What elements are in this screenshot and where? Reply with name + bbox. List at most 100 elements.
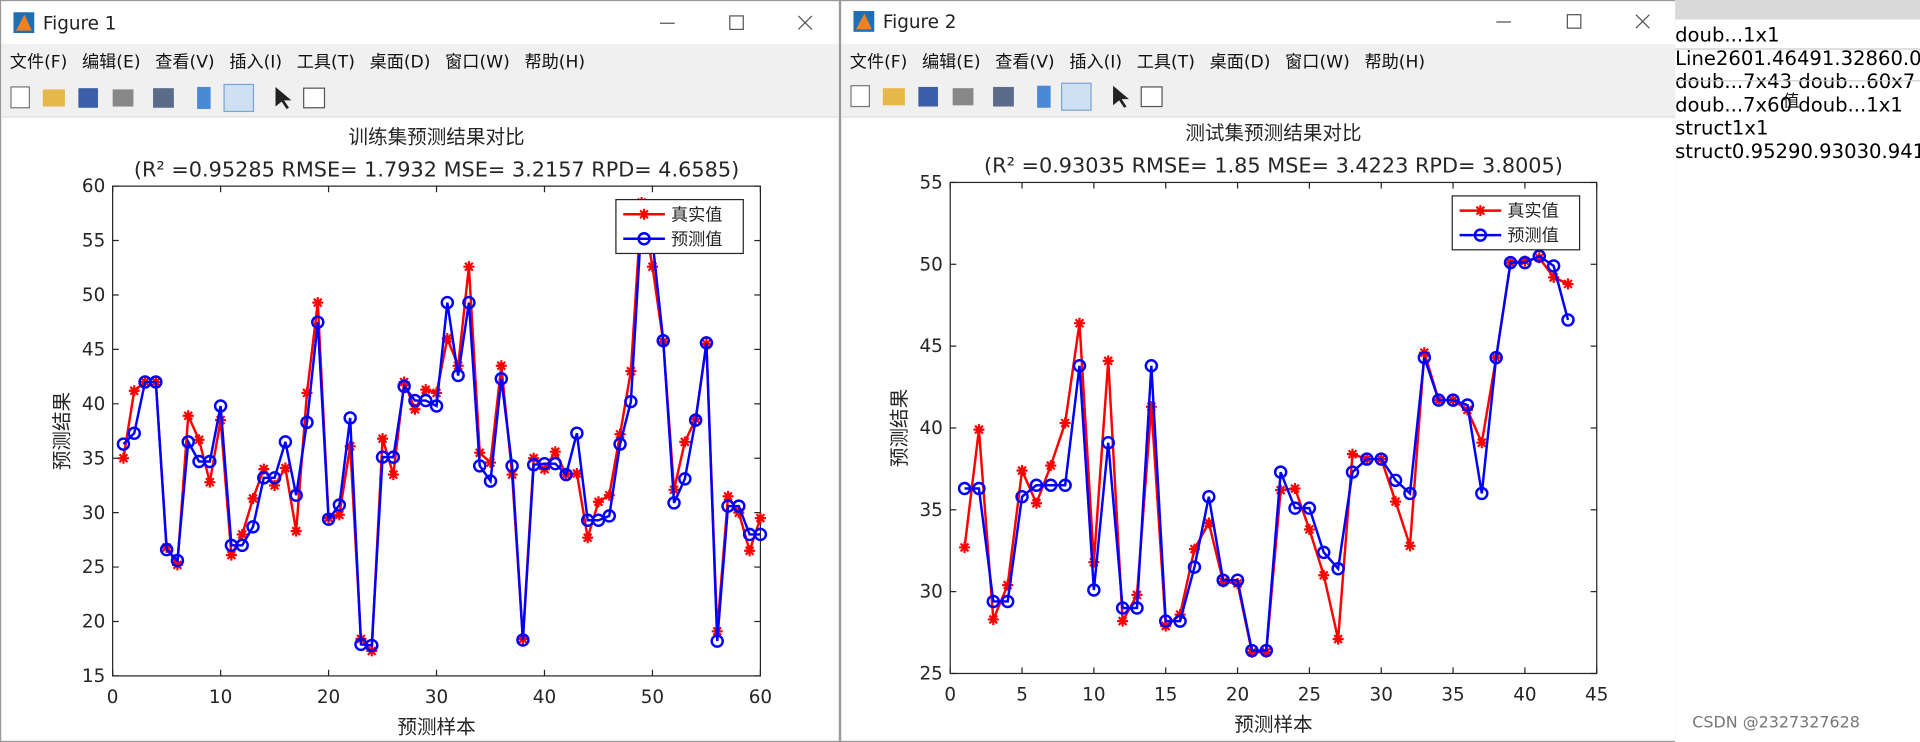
marker [332, 498, 347, 512]
marker [1059, 417, 1071, 429]
marker [1446, 393, 1460, 407]
chart-title: 测试集预测结果对比 [1185, 122, 1361, 145]
workspace-value: 7x60 doub... [1743, 93, 1867, 117]
marker [1015, 489, 1029, 504]
marker [1002, 579, 1014, 591]
marker [753, 527, 768, 542]
marker [1216, 573, 1230, 587]
marker [571, 467, 583, 479]
y-tick-label: 15 [82, 666, 105, 687]
x-tick-label: 60 [749, 687, 772, 708]
marker [419, 393, 433, 408]
marker [1374, 452, 1388, 466]
marker [441, 332, 453, 345]
legend-label: 真实值 [1507, 202, 1558, 222]
menu-item[interactable]: 文件(F) [849, 52, 908, 73]
marker [235, 538, 249, 553]
marker [1489, 350, 1503, 365]
menu-item[interactable]: 窗口(W) [1285, 52, 1350, 73]
legend-marker [1473, 228, 1488, 242]
menu-item[interactable]: 文件(F) [9, 52, 68, 73]
marker [1016, 465, 1028, 477]
menu-item[interactable]: 查看(V) [995, 52, 1055, 73]
marker [1289, 483, 1301, 495]
axes-box [112, 185, 762, 677]
y-tick-label: 55 [82, 231, 105, 252]
menu-item[interactable]: 工具(T) [1136, 52, 1195, 73]
marker [472, 459, 487, 473]
workspace-value: 1.3286 [1821, 46, 1891, 70]
marker [614, 428, 626, 440]
y-tick-label: 45 [919, 336, 942, 357]
marker [1072, 359, 1087, 373]
marker [494, 372, 509, 386]
x-tick-label: 35 [1441, 684, 1464, 705]
workspace-panel: 值 1.79321.85001.82161x43 doub...1x1 Line… [1675, 0, 1920, 742]
marker [1158, 614, 1173, 628]
menu-item[interactable]: 帮助(H) [524, 52, 586, 73]
menu-item[interactable]: 帮助(H) [1364, 52, 1426, 73]
marker [149, 375, 163, 389]
y-tick-label: 30 [82, 503, 105, 524]
menu-item[interactable]: 编辑(E) [922, 52, 981, 73]
y-tick-label: 40 [82, 394, 105, 415]
marker [397, 379, 411, 394]
menu-item[interactable]: 插入(I) [1069, 52, 1123, 73]
y-tick-label: 25 [919, 664, 942, 685]
legend-label: 预测值 [1507, 226, 1558, 246]
workspace-value: 60 [1728, 46, 1754, 70]
marker [279, 462, 291, 474]
menu-bar: 文件(F) 编辑(E) 查看(V) 插入(I) 工具(T) 桌面(D) 窗口(W) 帮助(H) [1, 44, 839, 79]
menu-item[interactable]: 工具(T) [296, 52, 355, 73]
marker [959, 541, 971, 553]
x-axis-label: 预测样本 [397, 715, 475, 738]
marker [1246, 646, 1258, 658]
marker [710, 634, 724, 648]
window-title: Figure 1 [42, 12, 117, 35]
y-tick-label: 20 [82, 612, 105, 633]
toolbar [1, 78, 839, 118]
marker [377, 433, 389, 445]
title-bar: Figure 2 [841, 1, 1676, 45]
menu-item[interactable]: 编辑(E) [82, 52, 141, 73]
x-tick-label: 10 [1082, 684, 1105, 705]
marker [289, 488, 303, 502]
toolbar [841, 78, 1676, 118]
menu-item[interactable]: 插入(I) [229, 52, 283, 73]
menu-item[interactable]: 桌面(D) [369, 52, 431, 73]
marker [679, 436, 691, 448]
marker [116, 437, 131, 451]
y-tick-label: 50 [82, 285, 105, 306]
marker [485, 457, 497, 469]
x-tick-label: 45 [1585, 684, 1608, 705]
marker [625, 365, 637, 377]
menu-item[interactable]: 窗口(W) [445, 52, 510, 73]
legend-marker [1474, 205, 1486, 217]
marker [431, 387, 443, 399]
x-tick-label: 40 [533, 687, 556, 708]
marker [973, 424, 985, 436]
marker [1087, 583, 1101, 597]
marker [311, 315, 325, 329]
menu-item[interactable]: 桌面(D) [1209, 52, 1271, 73]
marker [1404, 540, 1416, 552]
marker [1074, 317, 1086, 329]
marker [1288, 501, 1302, 515]
marker [387, 469, 399, 481]
marker [1346, 448, 1359, 460]
workspace-value: 0.9303 [1800, 139, 1870, 163]
legend-box [1451, 195, 1581, 251]
workspace-value: 0.0413 [1890, 46, 1920, 70]
y-tick-label: 55 [919, 173, 942, 194]
marker [236, 528, 248, 540]
legend-marker [638, 208, 650, 220]
marker [1029, 478, 1044, 492]
x-tick-label: 10 [209, 687, 232, 708]
marker [278, 435, 293, 449]
marker [429, 399, 444, 413]
menu-item[interactable]: 查看(V) [155, 52, 215, 73]
marker [1532, 249, 1547, 263]
y-tick-label: 30 [919, 582, 942, 603]
marker [754, 512, 766, 524]
